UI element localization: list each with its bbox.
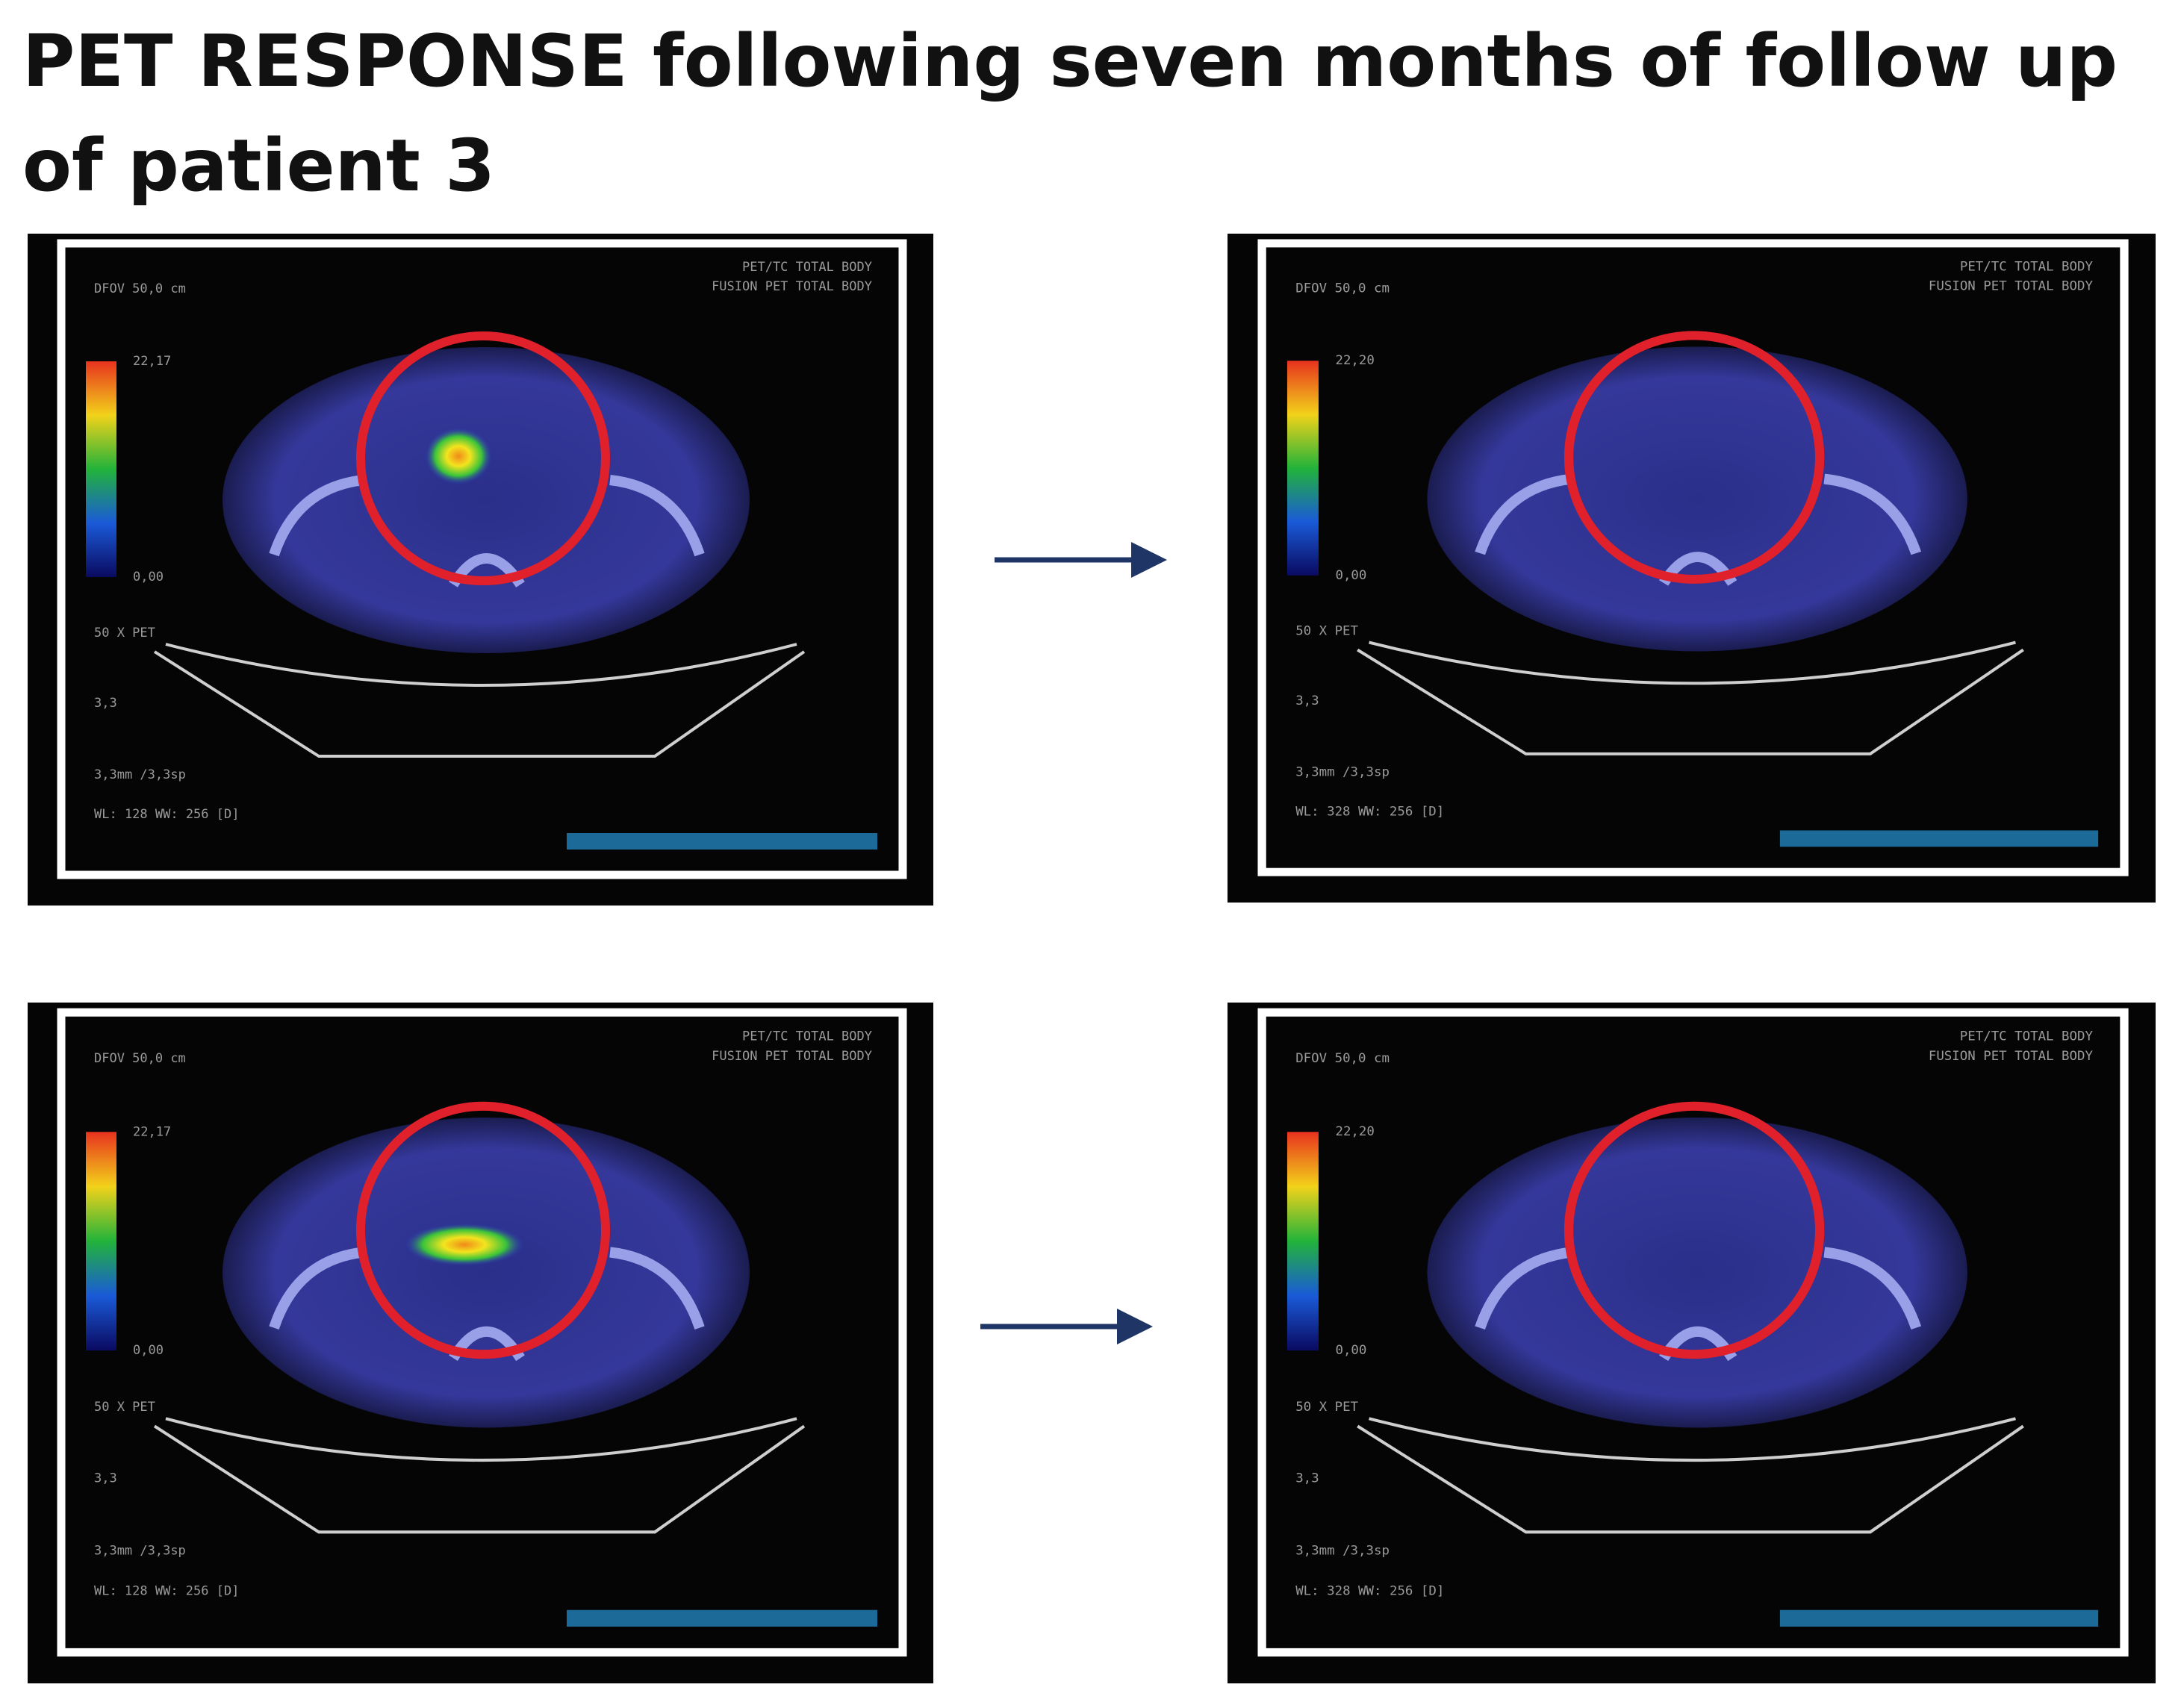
scan-label: WL: 128 WW: 256 [D] xyxy=(94,1583,239,1598)
scan-label: 0,00 xyxy=(1335,568,1366,583)
scan-label: FUSION PET TOTAL BODY xyxy=(712,1049,872,1064)
scan-frame xyxy=(57,1008,907,1657)
scan-panel: PET/TC TOTAL BODY FUSION PET TOTAL BODY DF… xyxy=(28,1003,933,1683)
scan-label: PET/TC TOTAL BODY xyxy=(1960,260,2094,275)
scan-label: DFOV 50,0 cm xyxy=(1295,281,1390,296)
scan-label: 0,00 xyxy=(133,1343,164,1358)
scan-label: DFOV 50,0 cm xyxy=(94,1051,186,1066)
uptake-spot xyxy=(405,1223,524,1266)
scan-label: FUSION PET TOTAL BODY xyxy=(1929,279,2094,294)
scan-label: 50 X PET xyxy=(94,626,155,640)
region-circle xyxy=(356,1101,610,1359)
progress-bar xyxy=(1779,830,2099,847)
scan-label: 22,20 xyxy=(1335,1124,1374,1139)
body-section xyxy=(223,347,750,653)
scan-label: PET/TC TOTAL BODY xyxy=(742,1029,872,1044)
scan-label: 3,3 xyxy=(94,1471,117,1486)
region-circle xyxy=(356,331,610,585)
scan-label: WL: 128 WW: 256 [D] xyxy=(94,807,239,822)
scan-panel: PET/TC TOTAL BODY FUSION PET TOTAL BODY DF… xyxy=(28,234,933,906)
title-line: of patient 3 xyxy=(22,124,495,208)
scan-label: 22,17 xyxy=(133,1124,171,1139)
scan-label: 0,00 xyxy=(133,570,164,585)
scanner-bed xyxy=(153,1417,806,1534)
progress-bar xyxy=(567,1609,877,1627)
scanner-bed xyxy=(1357,640,2024,755)
scan-label: FUSION PET TOTAL BODY xyxy=(712,279,872,294)
scan-label: 3,3mm /3,3sp xyxy=(1295,765,1390,780)
scan-label: 3,3 xyxy=(94,696,117,711)
scan-label: 50 X PET xyxy=(1295,1400,1358,1415)
scan-label: FUSION PET TOTAL BODY xyxy=(1929,1049,2094,1064)
body-section xyxy=(1427,1118,1967,1428)
color-scale xyxy=(86,361,116,577)
scan-frame xyxy=(57,239,907,879)
body-section xyxy=(1427,346,1967,652)
scan-label: PET/TC TOTAL BODY xyxy=(742,260,872,275)
color-scale xyxy=(1286,1132,1319,1351)
color-scale xyxy=(1286,361,1319,576)
scan-label: DFOV 50,0 cm xyxy=(94,281,186,296)
color-scale xyxy=(86,1132,116,1351)
scanner-bed xyxy=(1357,1417,2024,1534)
body-section xyxy=(223,1118,750,1428)
scan-label: WL: 328 WW: 256 [D] xyxy=(1295,805,1444,820)
progress-bar xyxy=(1779,1609,2099,1627)
scan-label: 22,17 xyxy=(133,354,171,369)
region-circle xyxy=(1564,331,1825,584)
scan-panel: PET/TC TOTAL BODY FUSION PET TOTAL BODY DF… xyxy=(1228,234,2156,903)
scan-label: 3,3mm /3,3sp xyxy=(1295,1544,1390,1559)
arrow xyxy=(980,1309,1153,1344)
scan-label: 3,3mm /3,3sp xyxy=(94,1544,186,1559)
region-circle xyxy=(1564,1101,1825,1359)
scan-label: 0,00 xyxy=(1335,1343,1366,1358)
scan-label: 50 X PET xyxy=(1295,624,1358,639)
scan-label: PET/TC TOTAL BODY xyxy=(1960,1029,2094,1044)
scan-frame xyxy=(1257,239,2129,876)
scan-label: 3,3 xyxy=(1295,694,1319,708)
scan-panel: PET/TC TOTAL BODY FUSION PET TOTAL BODY DF… xyxy=(1228,1003,2156,1683)
scan-label: 22,20 xyxy=(1335,353,1374,368)
uptake-spot xyxy=(425,428,492,484)
arrow xyxy=(995,542,1167,578)
scan-label: 50 X PET xyxy=(94,1400,155,1415)
scanner-bed xyxy=(153,643,806,758)
scan-frame xyxy=(1257,1008,2129,1657)
scan-label: 3,3 xyxy=(1295,1471,1319,1486)
scan-label: DFOV 50,0 cm xyxy=(1295,1051,1390,1066)
title-line: PET RESPONSE following seven months of f… xyxy=(22,19,2118,103)
scan-label: 3,3mm /3,3sp xyxy=(94,767,186,782)
scan-label: WL: 328 WW: 256 [D] xyxy=(1295,1583,1444,1598)
progress-bar xyxy=(567,833,877,850)
